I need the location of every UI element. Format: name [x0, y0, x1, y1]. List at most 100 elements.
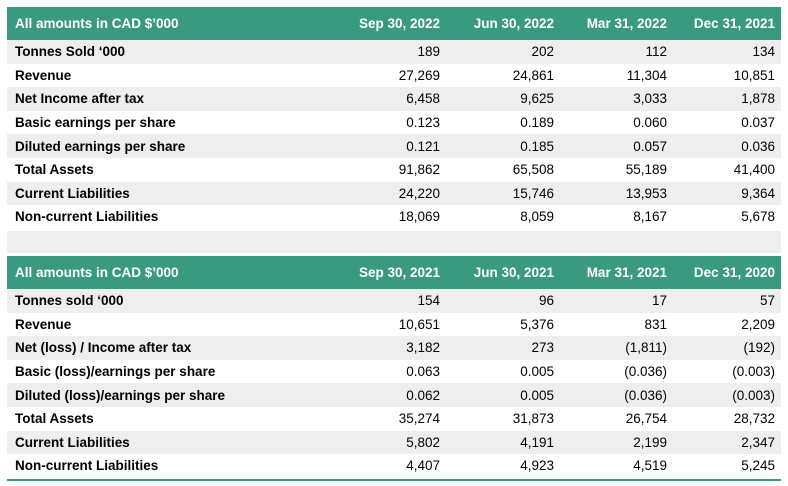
- financial-table-2022: All amounts in CAD $’000 Sep 30, 2022 Ju…: [7, 7, 781, 229]
- row-value: 831: [644, 316, 667, 332]
- row-label: Tonnes sold ‘000: [15, 293, 124, 309]
- row-label: Current Liabilities: [15, 434, 130, 450]
- row-value: 154: [417, 293, 440, 309]
- row-label: Total Assets: [15, 411, 94, 427]
- column-header: Mar 31, 2021: [586, 265, 667, 280]
- row-value: 5,678: [741, 209, 775, 225]
- row-value: 5,245: [741, 458, 775, 474]
- row-value: 57: [759, 293, 775, 309]
- row-value: 10,851: [733, 67, 775, 83]
- row-value: (0.003): [732, 387, 775, 403]
- row-label: Total Assets: [15, 162, 94, 178]
- table-row: Diluted (loss)/earnings per share 0.062 0.…: [7, 383, 781, 407]
- row-value: 0.037: [741, 115, 775, 131]
- column-header: Sep 30, 2021: [358, 265, 440, 280]
- table-row: Tonnes sold ‘000 154 96 17 57: [7, 289, 781, 313]
- table-row: Net Income after tax 6,458 9,625 3,033 1,878: [7, 87, 781, 111]
- column-header: Dec 31, 2020: [693, 265, 775, 280]
- row-label: Non-current Liabilities: [15, 458, 159, 474]
- table-row: Non-current Liabilities 18,069 8,059 8,167 5…: [7, 205, 781, 229]
- table-row: Net (loss) / Income after tax 3,182 273 (1,…: [7, 336, 781, 360]
- row-value: 112: [645, 44, 667, 60]
- row-value: 5,802: [406, 434, 440, 450]
- table-row: Total Assets 91,862 65,508 55,189 41,400: [7, 158, 781, 182]
- row-value: 10,651: [398, 316, 440, 332]
- column-header: Jun 30, 2021: [473, 265, 554, 280]
- row-value: 0.189: [520, 115, 554, 131]
- row-value: 202: [531, 44, 554, 60]
- row-value: 0.036: [741, 138, 775, 154]
- row-value: 0.060: [633, 115, 667, 131]
- table-body: Tonnes Sold ‘000 189 202 112 134 Revenue 27,26…: [7, 40, 781, 229]
- row-value: 0.063: [406, 364, 440, 380]
- table-row: Tonnes Sold ‘000 189 202 112 134: [7, 40, 781, 64]
- row-value: 2,199: [633, 434, 667, 450]
- column-header: Jun 30, 2022: [473, 16, 554, 31]
- table-row: Basic (loss)/earnings per share 0.063 0.00…: [7, 360, 781, 384]
- row-value: 91,862: [398, 162, 440, 178]
- table-header: All amounts in CAD $’000 Sep 30, 2022 Ju…: [7, 7, 781, 40]
- row-value: 0.005: [520, 387, 554, 403]
- row-value: 31,873: [512, 411, 554, 427]
- row-label: Basic (loss)/earnings per share: [15, 364, 216, 380]
- row-value: 2,347: [741, 434, 775, 450]
- row-value: 5,376: [520, 316, 554, 332]
- header-label: All amounts in CAD $’000: [15, 265, 179, 280]
- column-header: Mar 31, 2022: [586, 16, 667, 31]
- table-row: Non-current Liabilities 4,407 4,923 4,519 5,…: [7, 454, 781, 478]
- row-value: 1,878: [741, 91, 775, 107]
- row-value: (0.036): [624, 364, 667, 380]
- table-row: Revenue 10,651 5,376 831 2,209: [7, 313, 781, 337]
- row-label: Diluted (loss)/earnings per share: [15, 387, 226, 403]
- row-value: 9,364: [741, 185, 775, 201]
- table-row: Diluted earnings per share 0.121 0.185 0.05…: [7, 134, 781, 158]
- table-separator: [7, 231, 781, 253]
- row-value: 35,274: [398, 411, 440, 427]
- row-value: 4,191: [520, 434, 554, 450]
- table-bottom-rule: [7, 479, 781, 481]
- row-value: 15,746: [512, 185, 554, 201]
- row-value: 273: [531, 340, 554, 356]
- row-value: 8,167: [633, 209, 667, 225]
- row-value: 3,033: [633, 91, 667, 107]
- row-label: Current Liabilities: [15, 185, 130, 201]
- row-value: 26,754: [625, 411, 667, 427]
- row-value: 0.005: [520, 364, 554, 380]
- row-value: 0.057: [633, 138, 667, 154]
- table-header: All amounts in CAD $’000 Sep 30, 2021 Ju…: [7, 256, 781, 289]
- row-value: 0.121: [406, 138, 440, 154]
- row-value: 17: [651, 293, 667, 309]
- header-label: All amounts in CAD $’000: [15, 16, 179, 31]
- row-value: 65,508: [512, 162, 554, 178]
- row-value: (0.003): [732, 364, 775, 380]
- row-value: 9,625: [520, 91, 554, 107]
- row-label: Net Income after tax: [15, 91, 145, 107]
- row-value: 4,923: [520, 458, 554, 474]
- row-value: 3,182: [406, 340, 440, 356]
- row-label: Revenue: [15, 67, 72, 83]
- financial-table-2021: All amounts in CAD $’000 Sep 30, 2021 Ju…: [7, 256, 781, 478]
- row-value: 189: [417, 44, 440, 60]
- row-value: 11,304: [626, 67, 667, 83]
- column-header: Sep 30, 2022: [358, 16, 440, 31]
- table-row: Current Liabilities 5,802 4,191 2,199 2,347: [7, 430, 781, 455]
- row-value: 4,519: [633, 458, 667, 474]
- row-label: Basic earnings per share: [15, 115, 176, 131]
- row-value: 24,220: [398, 185, 440, 201]
- table-row: Basic earnings per share 0.123 0.189 0.060 0…: [7, 111, 781, 135]
- row-value: 0.185: [520, 138, 554, 154]
- row-label: Diluted earnings per share: [15, 138, 186, 154]
- table-row: Total Assets 35,274 31,873 26,754 28,732: [7, 407, 781, 431]
- column-header: Dec 31, 2021: [693, 16, 775, 31]
- row-value: 0.062: [406, 387, 440, 403]
- row-value: (192): [743, 340, 775, 356]
- row-value: (0.036): [624, 387, 667, 403]
- row-label: Tonnes Sold ‘000: [15, 44, 126, 60]
- row-value: 96: [538, 293, 554, 309]
- row-value: 27,269: [398, 67, 440, 83]
- row-label: Revenue: [15, 316, 72, 332]
- row-value: 2,209: [741, 316, 775, 332]
- row-value: 18,069: [398, 209, 440, 225]
- row-label: Non-current Liabilities: [15, 209, 159, 225]
- row-value: 24,861: [512, 67, 554, 83]
